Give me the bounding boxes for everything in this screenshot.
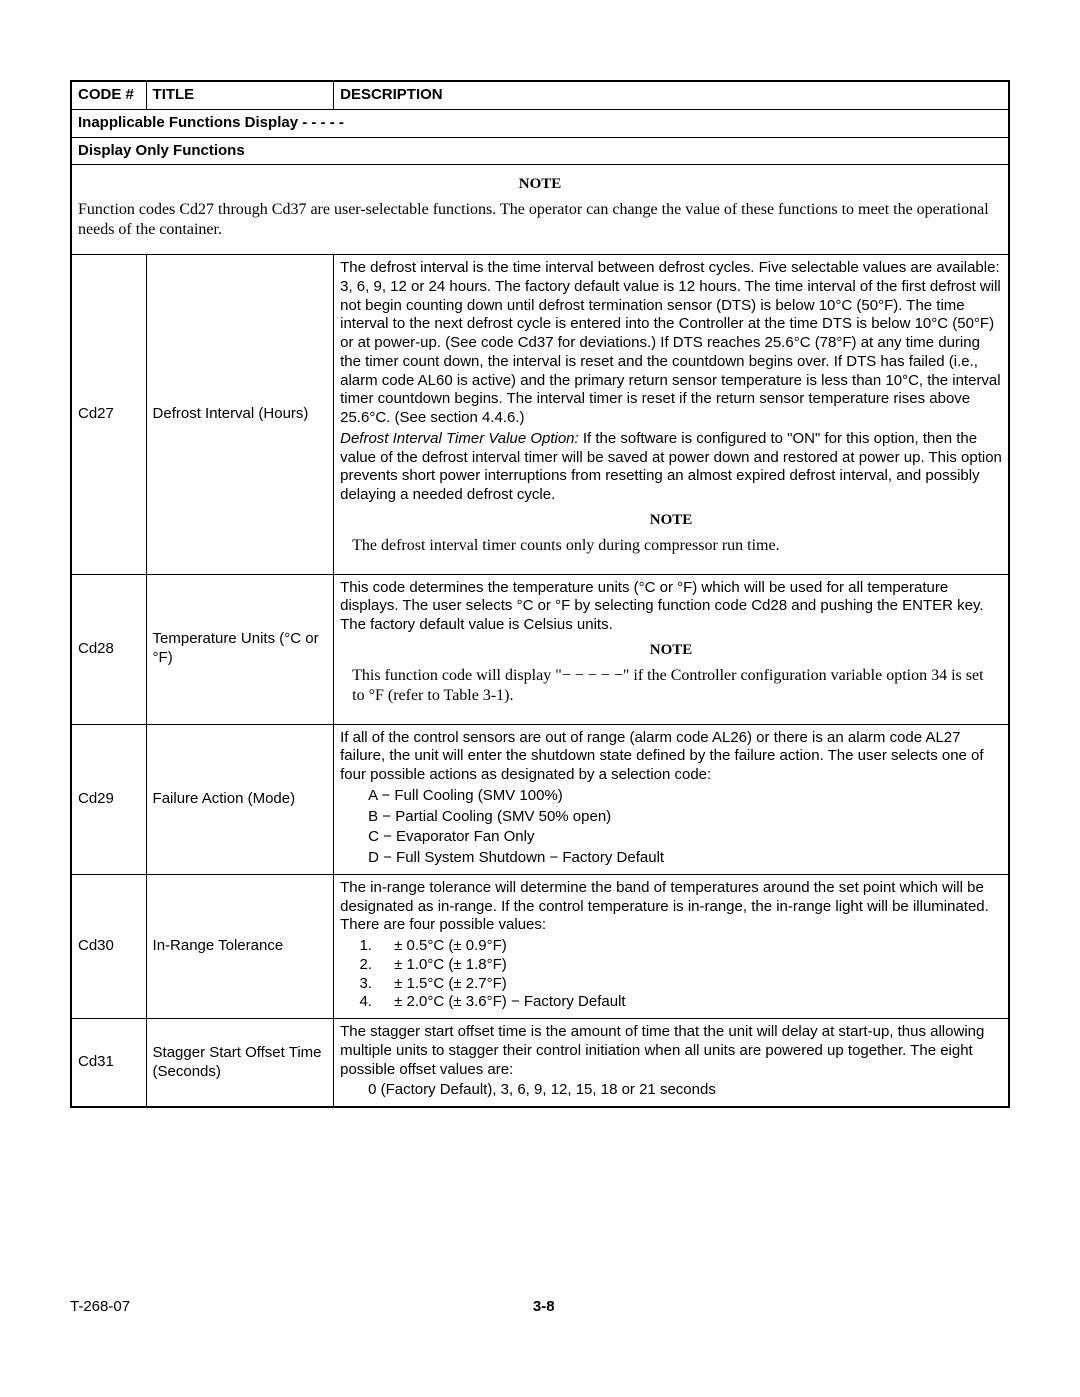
page-footer: T-268-07 3-8 xxxxxxx <box>70 1298 1010 1317</box>
top-note-body: Function codes Cd27 through Cd37 are use… <box>78 200 1002 240</box>
header-code: CODE # <box>71 81 146 109</box>
row-cd31: Cd31 Stagger Start Offset Time (Seconds)… <box>71 1019 1009 1108</box>
cd30-t2: ± 1.0°C (± 1.8°F) <box>376 956 1002 975</box>
cd28-title: Temperature Units (°C or °F) <box>146 574 334 724</box>
cd29-opt-a: A − Full Cooling (SMV 100%) <box>340 787 1002 806</box>
cd31-desc-p1: The stagger start offset time is the amo… <box>340 1023 1002 1079</box>
row-cd30: Cd30 In-Range Tolerance The in-range tol… <box>71 874 1009 1018</box>
footer-doc-id: T-268-07 <box>70 1298 130 1317</box>
section-display-only: Display Only Functions <box>71 137 1009 165</box>
cd30-code: Cd30 <box>71 874 146 1018</box>
cd29-code: Cd29 <box>71 724 146 874</box>
cd29-title: Failure Action (Mode) <box>146 724 334 874</box>
table-header-row: CODE # TITLE DESCRIPTION <box>71 81 1009 109</box>
footer-page-number: 3-8 <box>533 1298 555 1317</box>
row-cd28: Cd28 Temperature Units (°C or °F) This c… <box>71 574 1009 724</box>
cd28-note-body: This function code will display "− − − −… <box>340 666 1002 710</box>
cd30-tolerance-list: ± 0.5°C (± 0.9°F) ± 1.0°C (± 1.8°F) ± 1.… <box>376 937 1002 1012</box>
cd28-note-heading: NOTE <box>340 641 1002 660</box>
cd29-desc-p1: If all of the control sensors are out of… <box>340 729 1002 785</box>
section-inapplicable-label: Inapplicable Functions Display - - - - - <box>71 109 1009 137</box>
cd29-opt-c: C − Evaporator Fan Only <box>340 828 1002 847</box>
cd27-note-body: The defrost interval timer counts only d… <box>340 536 1002 560</box>
cd30-t4: ± 2.0°C (± 3.6°F) − Factory Default <box>376 993 1002 1012</box>
cd27-code: Cd27 <box>71 255 146 575</box>
top-note-row: NOTE Function codes Cd27 through Cd37 ar… <box>71 165 1009 255</box>
cd27-title: Defrost Interval (Hours) <box>146 255 334 575</box>
cd30-title: In-Range Tolerance <box>146 874 334 1018</box>
cd27-desc-p1: The defrost interval is the time interva… <box>340 259 1002 428</box>
section-inapplicable: Inapplicable Functions Display - - - - - <box>71 109 1009 137</box>
cd30-t3: ± 1.5°C (± 2.7°F) <box>376 975 1002 994</box>
cd31-code: Cd31 <box>71 1019 146 1108</box>
row-cd27: Cd27 Defrost Interval (Hours) The defros… <box>71 255 1009 575</box>
cd27-note-heading: NOTE <box>340 511 1002 530</box>
cd31-title: Stagger Start Offset Time (Seconds) <box>146 1019 334 1108</box>
cd30-t1: ± 0.5°C (± 0.9°F) <box>376 937 1002 956</box>
row-cd29: Cd29 Failure Action (Mode) If all of the… <box>71 724 1009 874</box>
cd28-code: Cd28 <box>71 574 146 724</box>
cd29-opt-b: B − Partial Cooling (SMV 50% open) <box>340 808 1002 827</box>
top-note-heading: NOTE <box>78 175 1002 194</box>
cd30-desc-p1: The in-range tolerance will determine th… <box>340 879 1002 935</box>
header-description: DESCRIPTION <box>334 81 1009 109</box>
cd28-desc-p1: This code determines the temperature uni… <box>340 579 1002 635</box>
cd31-desc-p2: 0 (Factory Default), 3, 6, 9, 12, 15, 18… <box>340 1081 1002 1100</box>
function-code-table: CODE # TITLE DESCRIPTION Inapplicable Fu… <box>70 80 1010 1108</box>
section-display-only-label: Display Only Functions <box>71 137 1009 165</box>
header-title: TITLE <box>146 81 334 109</box>
cd29-opt-d: D − Full System Shutdown − Factory Defau… <box>340 849 1002 868</box>
cd27-desc-p2: Defrost Interval Timer Value Option: If … <box>340 430 1002 505</box>
cd27-p2-label: Defrost Interval Timer Value Option: <box>340 430 579 447</box>
